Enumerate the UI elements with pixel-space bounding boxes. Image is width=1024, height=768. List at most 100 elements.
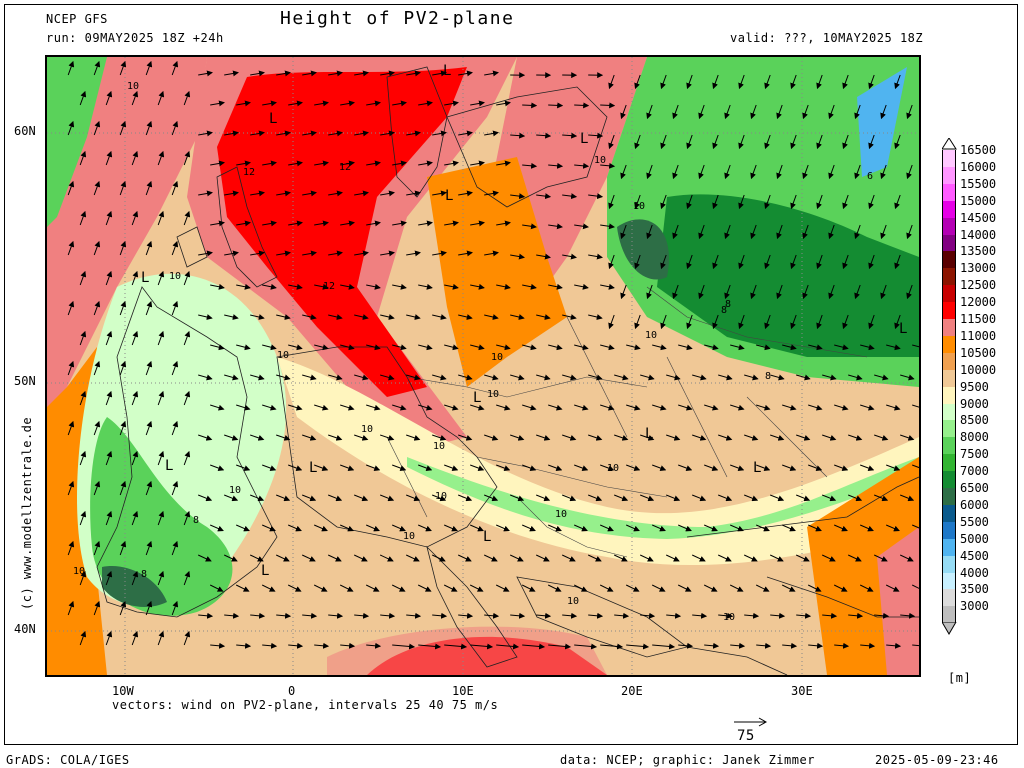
wind-arrow bbox=[911, 524, 919, 529]
wind-arrow bbox=[640, 494, 655, 502]
wind-arrow bbox=[250, 130, 265, 137]
contour-label: 10 bbox=[567, 596, 579, 607]
figure-frame bbox=[4, 4, 1018, 745]
contour-label: 10 bbox=[361, 424, 373, 435]
wind-arrow bbox=[469, 584, 484, 592]
wind-arrow bbox=[93, 420, 101, 436]
wind-arrow bbox=[328, 250, 343, 257]
wind-arrow bbox=[776, 104, 783, 120]
wind-arrow bbox=[561, 554, 576, 562]
wind-arrow bbox=[614, 434, 629, 441]
wind-arrow bbox=[484, 70, 499, 77]
wind-arrow bbox=[262, 283, 277, 290]
wind-arrow bbox=[131, 270, 139, 286]
wind-arrow bbox=[392, 220, 407, 227]
legend-label: 4500 bbox=[960, 548, 989, 563]
wind-arrow bbox=[900, 434, 915, 441]
legend-label: 6500 bbox=[960, 481, 989, 495]
wind-arrow bbox=[738, 194, 745, 210]
wind-arrow bbox=[483, 554, 498, 562]
contour-label: 8 bbox=[141, 569, 147, 580]
wind-arrow bbox=[131, 150, 139, 166]
low-pressure-marker: L bbox=[269, 111, 277, 127]
wind-arrow bbox=[626, 404, 641, 411]
wind-arrow bbox=[354, 70, 369, 77]
low-pressure-marker: L bbox=[580, 131, 588, 147]
wind-arrow bbox=[712, 314, 719, 330]
wind-arrow bbox=[692, 612, 708, 619]
wind-vectors bbox=[67, 60, 919, 650]
wind-arrow bbox=[288, 344, 303, 351]
wind-arrow bbox=[547, 524, 562, 532]
wind-arrow bbox=[510, 193, 526, 200]
wind-arrow bbox=[392, 160, 407, 167]
wind-arrow bbox=[816, 134, 823, 150]
wind-arrow bbox=[79, 150, 87, 166]
wind-arrow bbox=[93, 480, 101, 496]
wind-arrow bbox=[536, 374, 551, 381]
wind-arrow bbox=[790, 74, 797, 90]
legend-swatch bbox=[942, 166, 956, 184]
wind-arrow bbox=[261, 584, 276, 592]
wind-arrow bbox=[718, 612, 734, 619]
wind-arrow bbox=[730, 344, 745, 351]
wind-arrow bbox=[444, 404, 459, 411]
wind-arrow bbox=[822, 434, 837, 441]
wind-arrow bbox=[744, 374, 759, 381]
wind-arrow bbox=[210, 404, 225, 411]
wind-arrow bbox=[842, 254, 849, 270]
wind-arrow bbox=[484, 314, 499, 320]
wind-arrow bbox=[874, 612, 890, 619]
wind-arrow bbox=[93, 540, 101, 556]
wind-arrow bbox=[873, 554, 888, 562]
wind-arrow bbox=[443, 524, 458, 532]
wind-arrow bbox=[79, 330, 87, 346]
wind-arrow bbox=[562, 314, 577, 320]
wind-arrow bbox=[744, 612, 760, 619]
wind-arrow bbox=[782, 464, 797, 471]
wind-arrow bbox=[432, 434, 447, 441]
wind-arrow bbox=[562, 434, 577, 441]
wind-arrow bbox=[651, 524, 666, 532]
wind-arrow bbox=[444, 344, 459, 351]
wind-arrow bbox=[608, 254, 615, 270]
wind-arrow bbox=[495, 524, 510, 532]
wind-arrow bbox=[287, 584, 302, 592]
valid-time: valid: ???, 10MAY2025 18Z bbox=[730, 31, 924, 45]
wind-arrow bbox=[822, 374, 837, 381]
wind-arrow bbox=[730, 464, 745, 471]
wind-arrow bbox=[510, 253, 525, 260]
wind-arrow bbox=[314, 220, 329, 227]
legend-label: 10000 bbox=[960, 362, 997, 377]
wind-arrow bbox=[432, 494, 447, 502]
wind-arrow bbox=[105, 510, 113, 526]
legend-swatch bbox=[942, 217, 956, 235]
wind-arrow bbox=[677, 584, 692, 592]
legend-label: 13500 bbox=[960, 244, 997, 259]
wind-arrow bbox=[744, 494, 759, 502]
wind-arrow bbox=[328, 190, 343, 197]
wind-arrow bbox=[640, 374, 655, 381]
wind-arrow bbox=[718, 434, 733, 441]
wind-arrow bbox=[510, 434, 525, 441]
legend-top-arrow bbox=[942, 138, 957, 150]
wind-arrow bbox=[340, 220, 355, 227]
wind-arrow bbox=[522, 404, 537, 411]
wind-arrow bbox=[145, 600, 153, 616]
wind-arrow bbox=[183, 630, 191, 646]
wind-arrow bbox=[171, 600, 179, 616]
wind-arrow bbox=[608, 314, 615, 330]
wind-arrow bbox=[392, 100, 407, 107]
wind-arrow bbox=[145, 240, 153, 256]
wind-arrow bbox=[276, 130, 291, 137]
wind-arrow bbox=[105, 450, 113, 466]
wind-arrow bbox=[354, 494, 369, 502]
wind-arrow bbox=[392, 283, 407, 290]
wind-arrow bbox=[536, 132, 552, 139]
wind-arrow bbox=[724, 104, 731, 120]
wind-arrow bbox=[224, 434, 239, 441]
wind-arrow bbox=[764, 134, 771, 150]
wind-arrow bbox=[93, 360, 101, 376]
wind-arrow bbox=[417, 524, 432, 532]
wind-arrow bbox=[339, 584, 354, 592]
